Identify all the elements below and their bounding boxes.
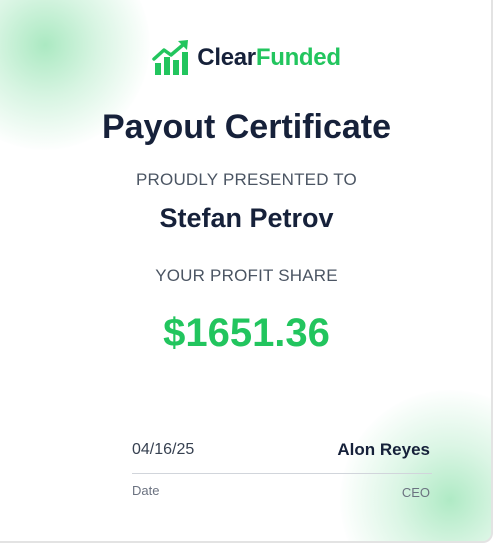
date-caption: Date	[132, 483, 160, 498]
presented-to-label: PROUDLY PRESENTED TO	[136, 170, 357, 189]
brand-name-part-1: Clear	[197, 44, 256, 71]
payout-amount: $1651.36	[163, 311, 330, 355]
signer-role: CEO	[401, 485, 430, 500]
signer-name: Alon Reyes	[337, 440, 430, 459]
certificate-title: Payout Certificate	[101, 108, 392, 146]
signature-divider	[132, 473, 432, 474]
brand-logo: ClearFunded	[0, 39, 491, 77]
decorative-glow-bottom-right	[340, 390, 491, 541]
brand-wordmark: ClearFunded	[197, 44, 341, 71]
brand-name-part-2: Funded	[255, 44, 341, 71]
recipient-name: Stefan Petrov	[159, 203, 334, 233]
bar-chart-growth-icon	[152, 40, 189, 75]
profit-share-label: YOUR PROFIT SHARE	[155, 266, 338, 285]
issue-date: 04/16/25	[132, 441, 195, 458]
